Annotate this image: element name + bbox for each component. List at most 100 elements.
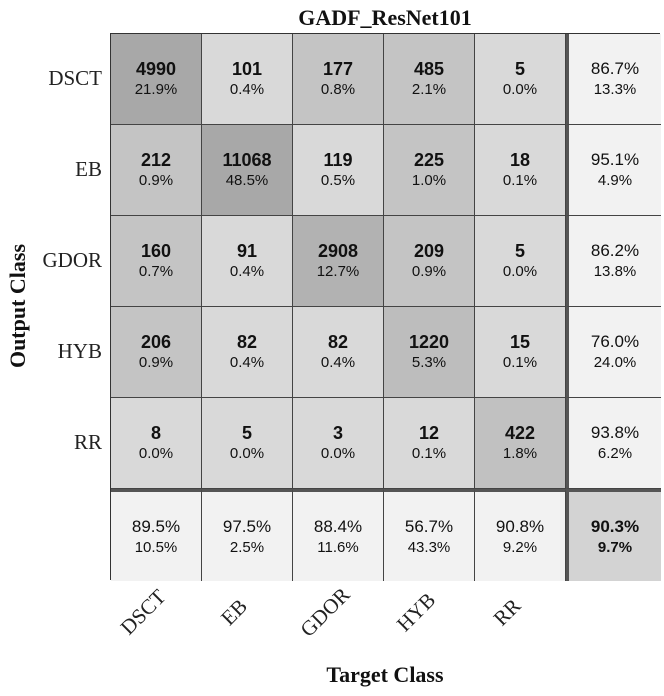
precision-value: 76.0% bbox=[590, 332, 640, 351]
row-summary-cell: 86.7% 13.3% bbox=[566, 34, 661, 125]
error-value: 6.2% bbox=[597, 445, 633, 462]
cell-percent: 1.8% bbox=[502, 445, 538, 462]
x-axis-label: Target Class bbox=[326, 662, 444, 687]
cell-percent: 48.5% bbox=[225, 172, 269, 189]
col-summary-cell: 89.5% 10.5% bbox=[111, 489, 202, 581]
recall-value: 88.4% bbox=[313, 516, 363, 536]
cell-percent: 0.1% bbox=[502, 354, 538, 371]
row-summary-cell: 93.8% 6.2% bbox=[566, 398, 661, 489]
recall-value: 89.5% bbox=[131, 516, 181, 536]
cell-count: 4990 bbox=[135, 59, 177, 79]
matrix-cell: 18 0.1% bbox=[475, 125, 566, 216]
cell-count: 206 bbox=[140, 332, 172, 352]
cell-count: 101 bbox=[231, 59, 263, 79]
cell-percent: 2.1% bbox=[411, 81, 447, 98]
overall-accuracy-cell: 90.3% 9.7% bbox=[566, 489, 661, 581]
cell-count: 1220 bbox=[408, 332, 450, 352]
cell-count: 3 bbox=[332, 423, 343, 443]
confusion-matrix: 4990 21.9% 101 0.4% 177 0.8% 485 2.1% 5 0.0% 86.7%… bbox=[110, 33, 661, 581]
cell-percent: 12.7% bbox=[316, 263, 360, 280]
cell-count: 119 bbox=[323, 150, 353, 170]
cell-count: 485 bbox=[413, 59, 445, 79]
cell-percent: 0.8% bbox=[320, 81, 356, 98]
accuracy-value: 90.3% bbox=[590, 516, 640, 536]
cell-count: 5 bbox=[514, 59, 525, 79]
cell-percent: 0.0% bbox=[138, 445, 174, 462]
overall-error-value: 9.7% bbox=[597, 538, 633, 556]
matrix-cell: 160 0.7% bbox=[111, 216, 202, 307]
error-value: 9.2% bbox=[502, 538, 538, 556]
matrix-cell: 119 0.5% bbox=[293, 125, 384, 216]
recall-value: 97.5% bbox=[222, 516, 272, 536]
cell-count: 5 bbox=[241, 423, 252, 443]
cell-percent: 0.1% bbox=[502, 172, 538, 189]
precision-value: 93.8% bbox=[590, 423, 640, 442]
matrix-cell: 485 2.1% bbox=[384, 34, 475, 125]
error-value: 13.3% bbox=[593, 81, 637, 98]
matrix-cell: 5 0.0% bbox=[475, 216, 566, 307]
precision-value: 86.7% bbox=[590, 59, 640, 78]
cell-percent: 0.4% bbox=[229, 263, 265, 280]
column-label: GDOR bbox=[295, 582, 355, 642]
cell-percent: 0.4% bbox=[320, 354, 356, 371]
matrix-cell: 225 1.0% bbox=[384, 125, 475, 216]
cell-count: 12 bbox=[418, 423, 440, 443]
col-summary-cell: 88.4% 11.6% bbox=[293, 489, 384, 581]
cell-percent: 1.0% bbox=[411, 172, 447, 189]
cell-percent: 0.9% bbox=[411, 263, 447, 280]
cell-percent: 0.4% bbox=[229, 81, 265, 98]
row-label: HYB bbox=[57, 339, 102, 363]
matrix-cell: 82 0.4% bbox=[293, 307, 384, 398]
cell-percent: 0.0% bbox=[502, 263, 538, 280]
cell-count: 160 bbox=[140, 241, 172, 261]
matrix-cell: 101 0.4% bbox=[202, 34, 293, 125]
cell-count: 422 bbox=[504, 423, 536, 443]
cell-percent: 0.0% bbox=[320, 445, 356, 462]
cell-count: 91 bbox=[236, 241, 258, 261]
matrix-cell: 5 0.0% bbox=[202, 398, 293, 489]
matrix-cell: 2908 12.7% bbox=[293, 216, 384, 307]
matrix-cell: 422 1.8% bbox=[475, 398, 566, 489]
matrix-cell: 206 0.9% bbox=[111, 307, 202, 398]
matrix-cell: 212 0.9% bbox=[111, 125, 202, 216]
cell-count: 8 bbox=[150, 423, 161, 443]
row-label: RR bbox=[73, 430, 102, 454]
recall-value: 90.8% bbox=[495, 516, 545, 536]
row-label: GDOR bbox=[42, 248, 102, 272]
row-summary-cell: 95.1% 4.9% bbox=[566, 125, 661, 216]
cell-percent: 0.7% bbox=[138, 263, 174, 280]
matrix-cell: 177 0.8% bbox=[293, 34, 384, 125]
row-summary-cell: 76.0% 24.0% bbox=[566, 307, 661, 398]
cell-percent: 0.5% bbox=[320, 172, 356, 189]
chart-title: GADF_ResNet101 bbox=[298, 5, 472, 30]
cell-percent: 0.4% bbox=[229, 354, 265, 371]
cell-count: 82 bbox=[236, 332, 258, 352]
column-label: EB bbox=[216, 594, 252, 630]
error-value: 24.0% bbox=[593, 354, 637, 371]
row-summary-cell: 86.2% 13.8% bbox=[566, 216, 661, 307]
cell-count: 11068 bbox=[222, 150, 272, 170]
cell-percent: 21.9% bbox=[134, 81, 178, 98]
matrix-cell: 4990 21.9% bbox=[111, 34, 202, 125]
matrix-cell: 12 0.1% bbox=[384, 398, 475, 489]
y-axis-label: Output Class bbox=[5, 243, 30, 369]
matrix-cell: 1220 5.3% bbox=[384, 307, 475, 398]
matrix-cell: 91 0.4% bbox=[202, 216, 293, 307]
error-value: 4.9% bbox=[597, 172, 633, 189]
cell-percent: 5.3% bbox=[411, 354, 447, 371]
column-label: HYB bbox=[391, 587, 441, 637]
cell-count: 15 bbox=[509, 332, 531, 352]
matrix-cell: 11068 48.5% bbox=[202, 125, 293, 216]
cell-count: 2908 bbox=[317, 241, 359, 261]
matrix-cell: 3 0.0% bbox=[293, 398, 384, 489]
row-label: DSCT bbox=[48, 66, 102, 90]
matrix-cell: 82 0.4% bbox=[202, 307, 293, 398]
cell-percent: 0.9% bbox=[138, 354, 174, 371]
cell-count: 225 bbox=[413, 150, 445, 170]
matrix-cell: 5 0.0% bbox=[475, 34, 566, 125]
matrix-cell: 15 0.1% bbox=[475, 307, 566, 398]
row-label: EB bbox=[75, 157, 102, 181]
cell-count: 209 bbox=[413, 241, 445, 261]
error-value: 11.6% bbox=[317, 538, 359, 556]
precision-value: 86.2% bbox=[590, 241, 640, 260]
